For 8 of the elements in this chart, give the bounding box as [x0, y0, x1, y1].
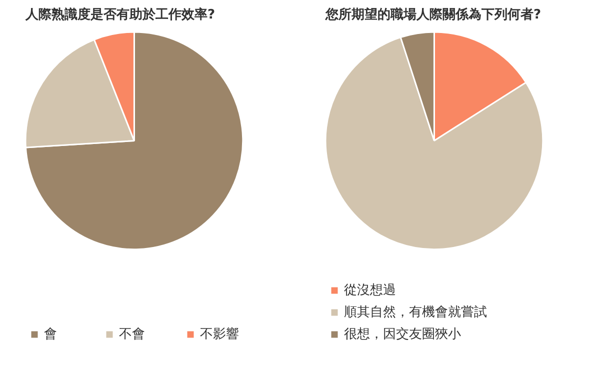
legend-label: 從沒想過 [344, 282, 396, 299]
legend-label: 順其自然，有機會就嘗試 [344, 304, 487, 321]
legend-label: 會 [44, 326, 58, 343]
legend-label: 不影響 [200, 326, 239, 343]
legend-label: 不會 [119, 326, 145, 343]
chart-title: 人際熟識度是否有助於工作效率? [24, 6, 216, 22]
chart-title: 您所期望的職場人際關係為下列何者? [324, 6, 542, 22]
legend-label: 很想，因交友圈狹小 [344, 326, 461, 343]
